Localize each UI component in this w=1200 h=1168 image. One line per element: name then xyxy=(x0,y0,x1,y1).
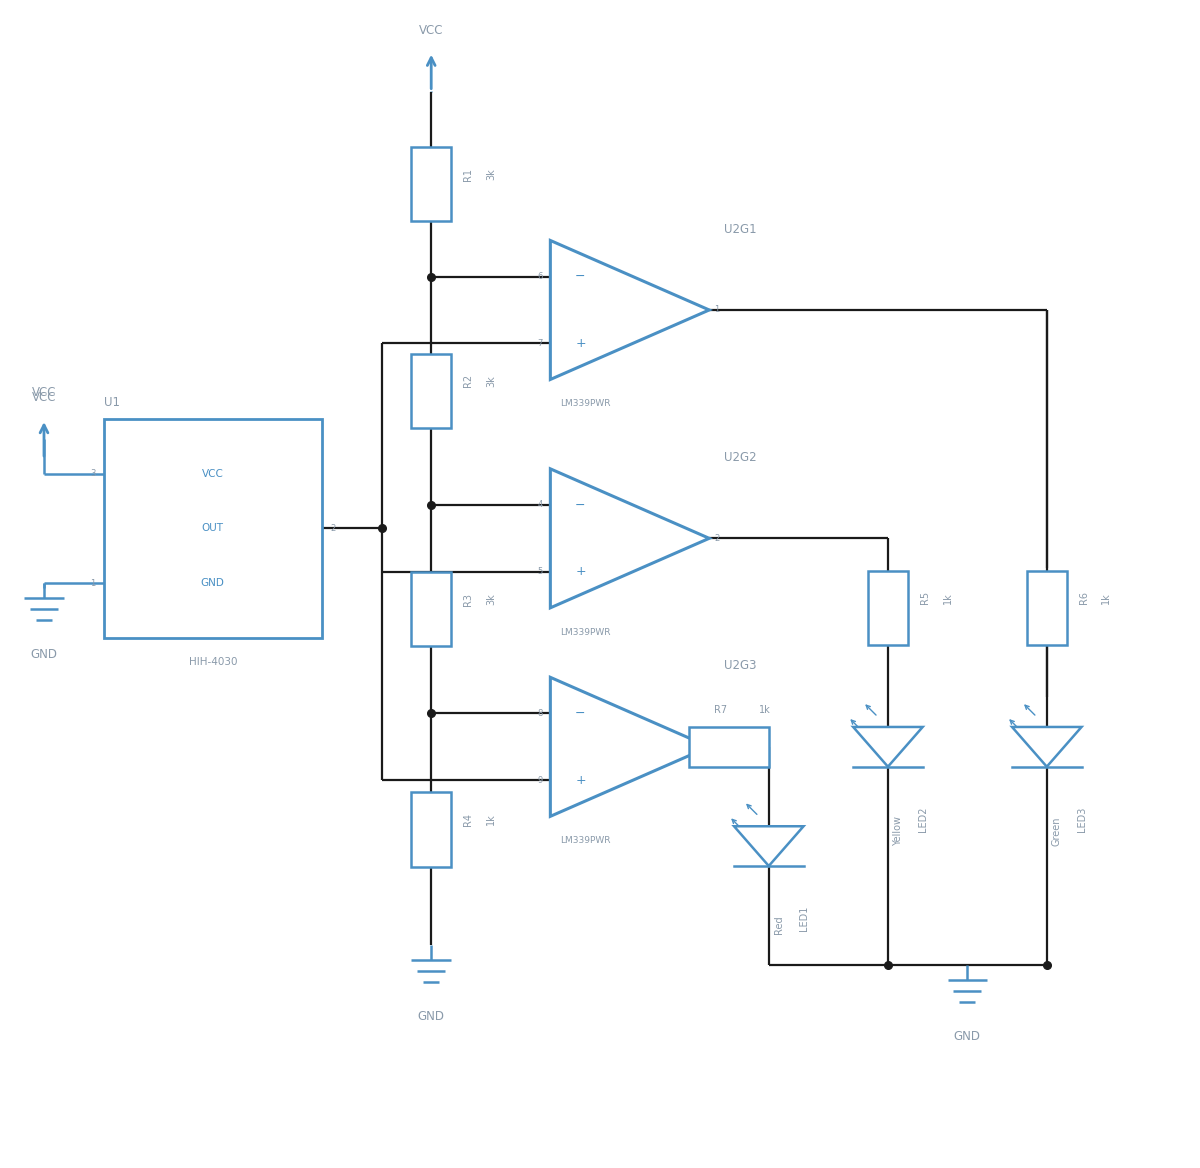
Text: 6: 6 xyxy=(538,272,542,281)
Bar xyxy=(412,147,451,221)
Text: R2: R2 xyxy=(463,374,473,388)
Text: 1k: 1k xyxy=(486,814,496,826)
Text: R5: R5 xyxy=(919,591,930,605)
Polygon shape xyxy=(1012,726,1081,766)
Text: GND: GND xyxy=(30,647,58,661)
Polygon shape xyxy=(853,726,923,766)
Text: 1k: 1k xyxy=(942,592,953,604)
Text: HIH-4030: HIH-4030 xyxy=(188,658,238,667)
Text: GND: GND xyxy=(954,1030,980,1043)
Text: U2G3: U2G3 xyxy=(724,660,757,673)
Text: 7: 7 xyxy=(538,339,542,348)
Text: 9: 9 xyxy=(538,776,542,785)
Text: LED3: LED3 xyxy=(1076,806,1086,832)
Text: R6: R6 xyxy=(1079,591,1088,604)
Text: U2G2: U2G2 xyxy=(724,451,757,464)
Text: 5: 5 xyxy=(538,568,542,576)
Text: OUT: OUT xyxy=(202,523,223,534)
Text: LED1: LED1 xyxy=(798,905,809,931)
Text: GND: GND xyxy=(200,578,224,588)
Bar xyxy=(689,726,769,766)
Bar xyxy=(103,419,322,638)
Text: Red: Red xyxy=(774,916,784,934)
Bar xyxy=(412,354,451,427)
Text: 1: 1 xyxy=(90,578,96,588)
Text: 14: 14 xyxy=(714,743,725,751)
Text: VCC: VCC xyxy=(202,468,223,479)
Text: LM339PWR: LM339PWR xyxy=(560,836,611,846)
Text: 4: 4 xyxy=(538,500,542,509)
Text: Green: Green xyxy=(1051,816,1062,846)
Text: R4: R4 xyxy=(463,813,473,826)
Text: +: + xyxy=(575,336,586,350)
Text: VCC: VCC xyxy=(31,387,56,399)
Text: U1: U1 xyxy=(103,396,120,409)
Text: 1k: 1k xyxy=(758,705,770,715)
Text: U2G1: U2G1 xyxy=(724,223,757,236)
Text: −: − xyxy=(575,270,586,283)
Text: VCC: VCC xyxy=(419,23,444,37)
Bar xyxy=(1027,571,1067,645)
Text: 8: 8 xyxy=(538,709,542,718)
Text: R1: R1 xyxy=(463,168,473,181)
Text: GND: GND xyxy=(418,1010,445,1023)
Text: +: + xyxy=(575,565,586,578)
Text: 3k: 3k xyxy=(486,375,496,387)
Bar xyxy=(412,792,451,867)
Text: 2: 2 xyxy=(714,534,720,543)
Text: −: − xyxy=(575,499,586,512)
Text: LM339PWR: LM339PWR xyxy=(560,627,611,637)
Text: R7: R7 xyxy=(714,705,727,715)
Bar xyxy=(868,571,907,645)
Text: 1k: 1k xyxy=(1102,592,1111,604)
Polygon shape xyxy=(734,826,804,865)
Text: 3: 3 xyxy=(90,470,96,478)
Text: R3: R3 xyxy=(463,593,473,606)
Text: 1: 1 xyxy=(714,306,720,314)
Text: 3k: 3k xyxy=(486,593,496,605)
Bar xyxy=(412,572,451,646)
Polygon shape xyxy=(551,677,709,816)
Polygon shape xyxy=(551,241,709,380)
Polygon shape xyxy=(551,468,709,607)
Text: 3k: 3k xyxy=(486,168,496,180)
Text: 2: 2 xyxy=(330,524,335,533)
Text: +: + xyxy=(575,773,586,787)
Text: LED2: LED2 xyxy=(918,806,928,832)
Text: VCC: VCC xyxy=(31,391,56,404)
Text: Yellow: Yellow xyxy=(893,816,902,847)
Text: −: − xyxy=(575,707,586,719)
Text: LM339PWR: LM339PWR xyxy=(560,399,611,409)
